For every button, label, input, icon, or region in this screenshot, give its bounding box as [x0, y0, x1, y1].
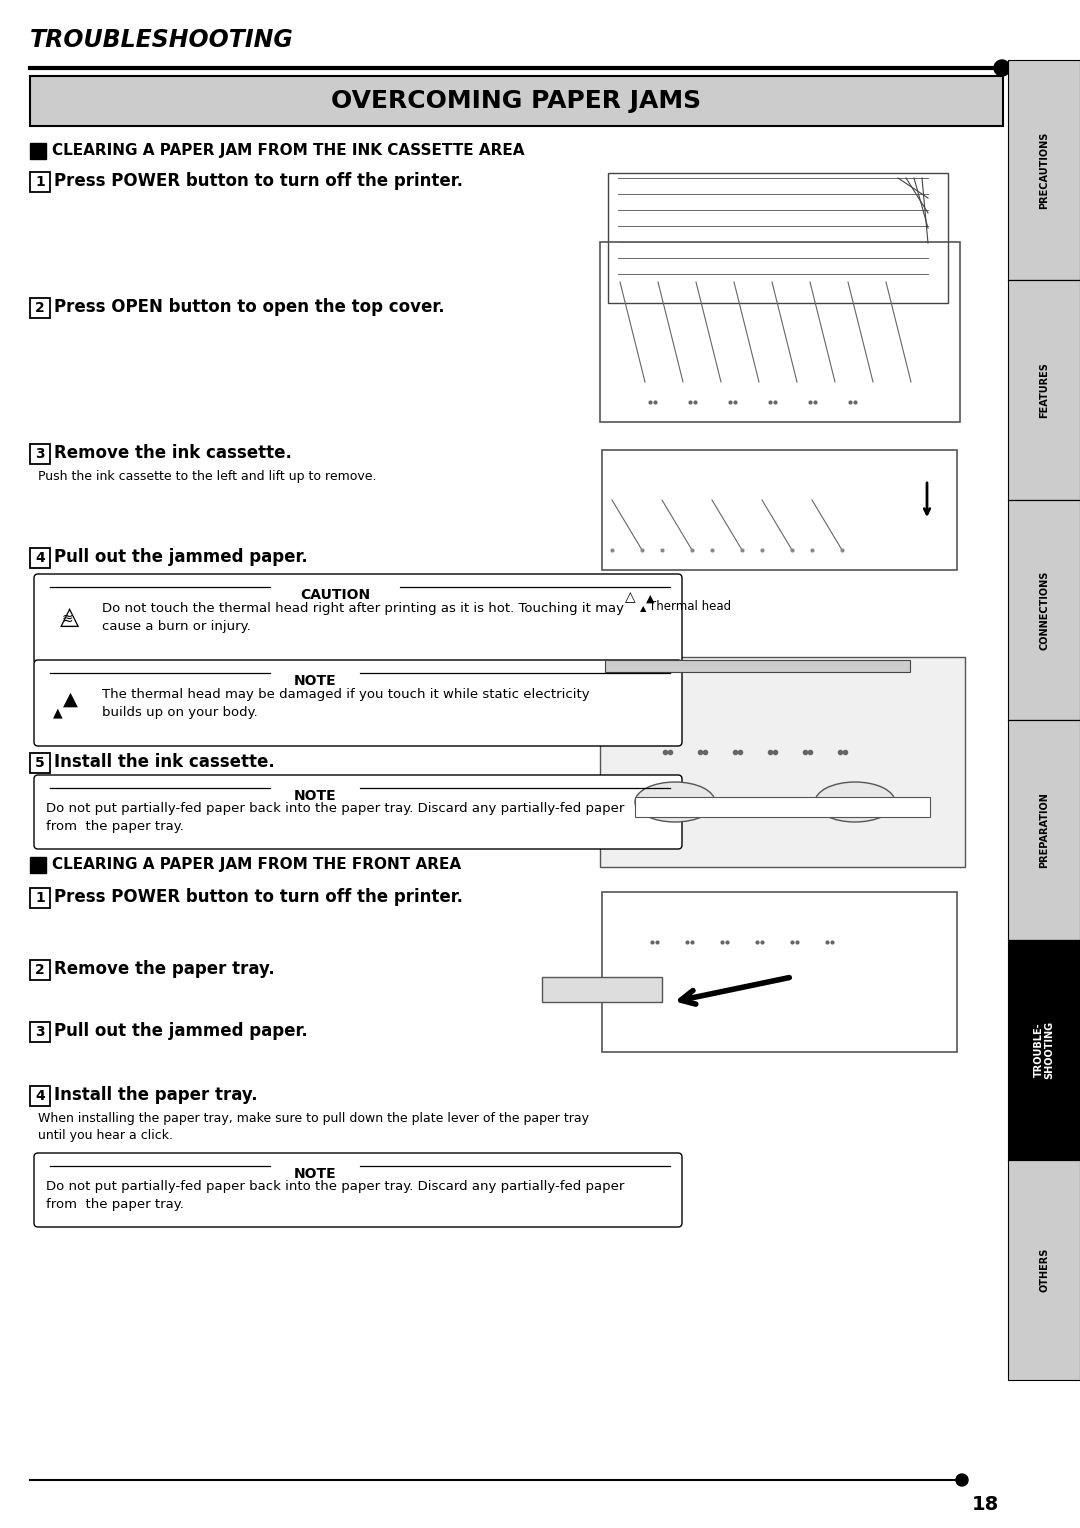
Text: Install the ink cassette.: Install the ink cassette. [54, 753, 274, 772]
Ellipse shape [815, 782, 895, 822]
Bar [608, 173, 948, 303]
Text: ≋: ≋ [62, 613, 72, 626]
Ellipse shape [635, 782, 715, 822]
Bar [602, 451, 957, 570]
Text: OTHERS: OTHERS [1039, 1248, 1049, 1293]
Text: When installing the paper tray, make sure to pull down the plate lever of the pa: When installing the paper tray, make sur… [38, 1112, 589, 1141]
Bar [592, 440, 967, 581]
Bar [30, 857, 46, 872]
Bar [1008, 1160, 1080, 1380]
Bar [595, 571, 970, 872]
Text: Pull out the jammed paper.: Pull out the jammed paper. [54, 1022, 308, 1041]
Bar [592, 862, 967, 1062]
Bar [1008, 280, 1080, 500]
Text: TROUBLESHOOTING: TROUBLESHOOTING [30, 28, 294, 52]
Text: Remove the ink cassette.: Remove the ink cassette. [54, 445, 292, 461]
FancyBboxPatch shape [33, 660, 681, 746]
Bar [30, 960, 50, 979]
Text: Install the paper tray.: Install the paper tray. [54, 1086, 258, 1105]
Text: 18: 18 [971, 1494, 999, 1514]
Bar [30, 76, 1003, 125]
Text: Do not touch the thermal head right after printing as it is hot. Touching it may: Do not touch the thermal head right afte… [102, 602, 624, 633]
Text: ▲: ▲ [53, 706, 63, 720]
Text: ▲: ▲ [646, 594, 654, 604]
Bar [30, 1022, 50, 1042]
Text: △: △ [624, 590, 635, 604]
Bar [602, 892, 957, 1051]
Text: The thermal head may be damaged if you touch it while static electricity
builds : The thermal head may be damaged if you t… [102, 688, 590, 720]
Text: CLEARING A PAPER JAM FROM THE FRONT AREA: CLEARING A PAPER JAM FROM THE FRONT AREA [52, 857, 461, 872]
Bar [635, 798, 930, 817]
Bar [30, 549, 50, 568]
Bar [30, 144, 46, 159]
Bar [590, 232, 970, 432]
Bar [600, 241, 960, 422]
Bar [30, 445, 50, 465]
Text: Do not put partially-fed paper back into the paper tray. Discard any partially-f: Do not put partially-fed paper back into… [46, 802, 624, 833]
Bar [1008, 940, 1080, 1160]
Text: CONNECTIONS: CONNECTIONS [1039, 570, 1049, 649]
Text: 1: 1 [36, 891, 45, 905]
Text: NOTE: NOTE [294, 1167, 336, 1181]
Text: Press OPEN button to open the top cover.: Press OPEN button to open the top cover. [54, 298, 445, 316]
Bar [1008, 60, 1080, 280]
Text: TROUBLE-
SHOOTING: TROUBLE- SHOOTING [1034, 1021, 1054, 1079]
Bar [30, 888, 50, 908]
Text: Pull out the jammed paper.: Pull out the jammed paper. [54, 549, 308, 565]
Circle shape [956, 1475, 968, 1487]
Text: PREPARATION: PREPARATION [1039, 792, 1049, 868]
Text: CLEARING A PAPER JAM FROM THE INK CASSETTE AREA: CLEARING A PAPER JAM FROM THE INK CASSET… [52, 144, 525, 157]
Text: NOTE: NOTE [294, 788, 336, 804]
Text: 3: 3 [36, 448, 44, 461]
Bar [588, 148, 978, 318]
Text: 4: 4 [36, 552, 45, 565]
Text: ▲: ▲ [63, 691, 78, 709]
Text: PRECAUTIONS: PRECAUTIONS [1039, 131, 1049, 209]
FancyBboxPatch shape [33, 1154, 681, 1227]
Text: Do not put partially-fed paper back into the paper tray. Discard any partially-f: Do not put partially-fed paper back into… [46, 1180, 624, 1212]
Bar [30, 753, 50, 773]
Text: ▲: ▲ [639, 604, 646, 613]
Text: Thermal head: Thermal head [649, 601, 731, 613]
Bar [30, 1086, 50, 1106]
Text: FEATURES: FEATURES [1039, 362, 1049, 419]
Text: 4: 4 [36, 1089, 45, 1103]
FancyBboxPatch shape [33, 575, 681, 665]
Bar [1008, 500, 1080, 720]
Text: 3: 3 [36, 1025, 44, 1039]
Text: 5: 5 [36, 756, 45, 770]
Bar [30, 298, 50, 318]
FancyBboxPatch shape [33, 775, 681, 850]
Text: Remove the paper tray.: Remove the paper tray. [54, 960, 274, 978]
Circle shape [994, 60, 1010, 76]
Text: Press POWER button to turn off the printer.: Press POWER button to turn off the print… [54, 888, 463, 906]
Text: Push the ink cassette to the left and lift up to remove.: Push the ink cassette to the left and li… [38, 471, 377, 483]
Text: OVERCOMING PAPER JAMS: OVERCOMING PAPER JAMS [332, 89, 702, 113]
Text: 2: 2 [36, 301, 45, 315]
Text: △: △ [60, 605, 80, 630]
Bar [600, 657, 966, 866]
Bar [1008, 720, 1080, 940]
Text: Press POWER button to turn off the printer.: Press POWER button to turn off the print… [54, 173, 463, 189]
Text: 2: 2 [36, 963, 45, 976]
Bar [605, 660, 910, 672]
Text: NOTE: NOTE [294, 674, 336, 688]
Bar [542, 976, 662, 1002]
Text: 1: 1 [36, 176, 45, 189]
Text: CAUTION: CAUTION [300, 588, 370, 602]
Bar [30, 173, 50, 193]
